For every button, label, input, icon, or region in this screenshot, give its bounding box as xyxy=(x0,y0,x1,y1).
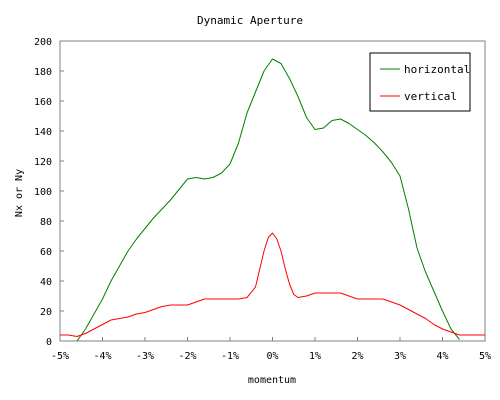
y-tick-label: 80 xyxy=(40,217,52,228)
x-tick-label: -3% xyxy=(136,351,154,362)
x-tick-label: -1% xyxy=(221,351,239,362)
x-tick-label: -5% xyxy=(51,351,69,362)
x-tick-label: 4% xyxy=(436,351,448,362)
x-tick-label: 3% xyxy=(394,351,406,362)
y-tick-label: 140 xyxy=(34,127,52,138)
chart-title: Dynamic Aperture xyxy=(197,14,303,27)
x-tick-label: -2% xyxy=(178,351,196,362)
legend: horizontal vertical xyxy=(369,52,471,112)
y-tick-label: 0 xyxy=(46,337,52,348)
y-axis-ticks: 0 20 40 60 80 100 120 140 160 180 200 xyxy=(34,37,64,348)
x-tick-label: 0% xyxy=(266,351,278,362)
y-tick-label: 120 xyxy=(34,157,52,168)
y-tick-label: 40 xyxy=(40,277,52,288)
series-line-horizontal xyxy=(76,58,460,342)
series-lines xyxy=(60,58,485,342)
y-tick-label: 100 xyxy=(34,187,52,198)
x-tick-label: -4% xyxy=(93,351,111,362)
legend-label-horizontal: horizontal xyxy=(404,63,470,76)
y-tick-label: 200 xyxy=(34,37,52,48)
x-axis-ticks: -5% -4% -3% -2% -1% 0% 1% 2% 3% 4% 5% xyxy=(51,337,491,362)
y-tick-label: 180 xyxy=(34,67,52,78)
legend-box xyxy=(369,52,471,112)
x-tick-label: 2% xyxy=(351,351,363,362)
y-tick-label: 160 xyxy=(34,97,52,108)
y-axis-label: Nx or Ny xyxy=(14,169,25,217)
series-line-vertical xyxy=(60,232,485,337)
x-tick-label: 1% xyxy=(309,351,321,362)
legend-label-vertical: vertical xyxy=(404,90,457,103)
x-tick-label: 5% xyxy=(479,351,491,362)
y-tick-label: 20 xyxy=(40,307,52,318)
x-axis-label: momentum xyxy=(248,375,296,386)
y-tick-label: 60 xyxy=(40,247,52,258)
